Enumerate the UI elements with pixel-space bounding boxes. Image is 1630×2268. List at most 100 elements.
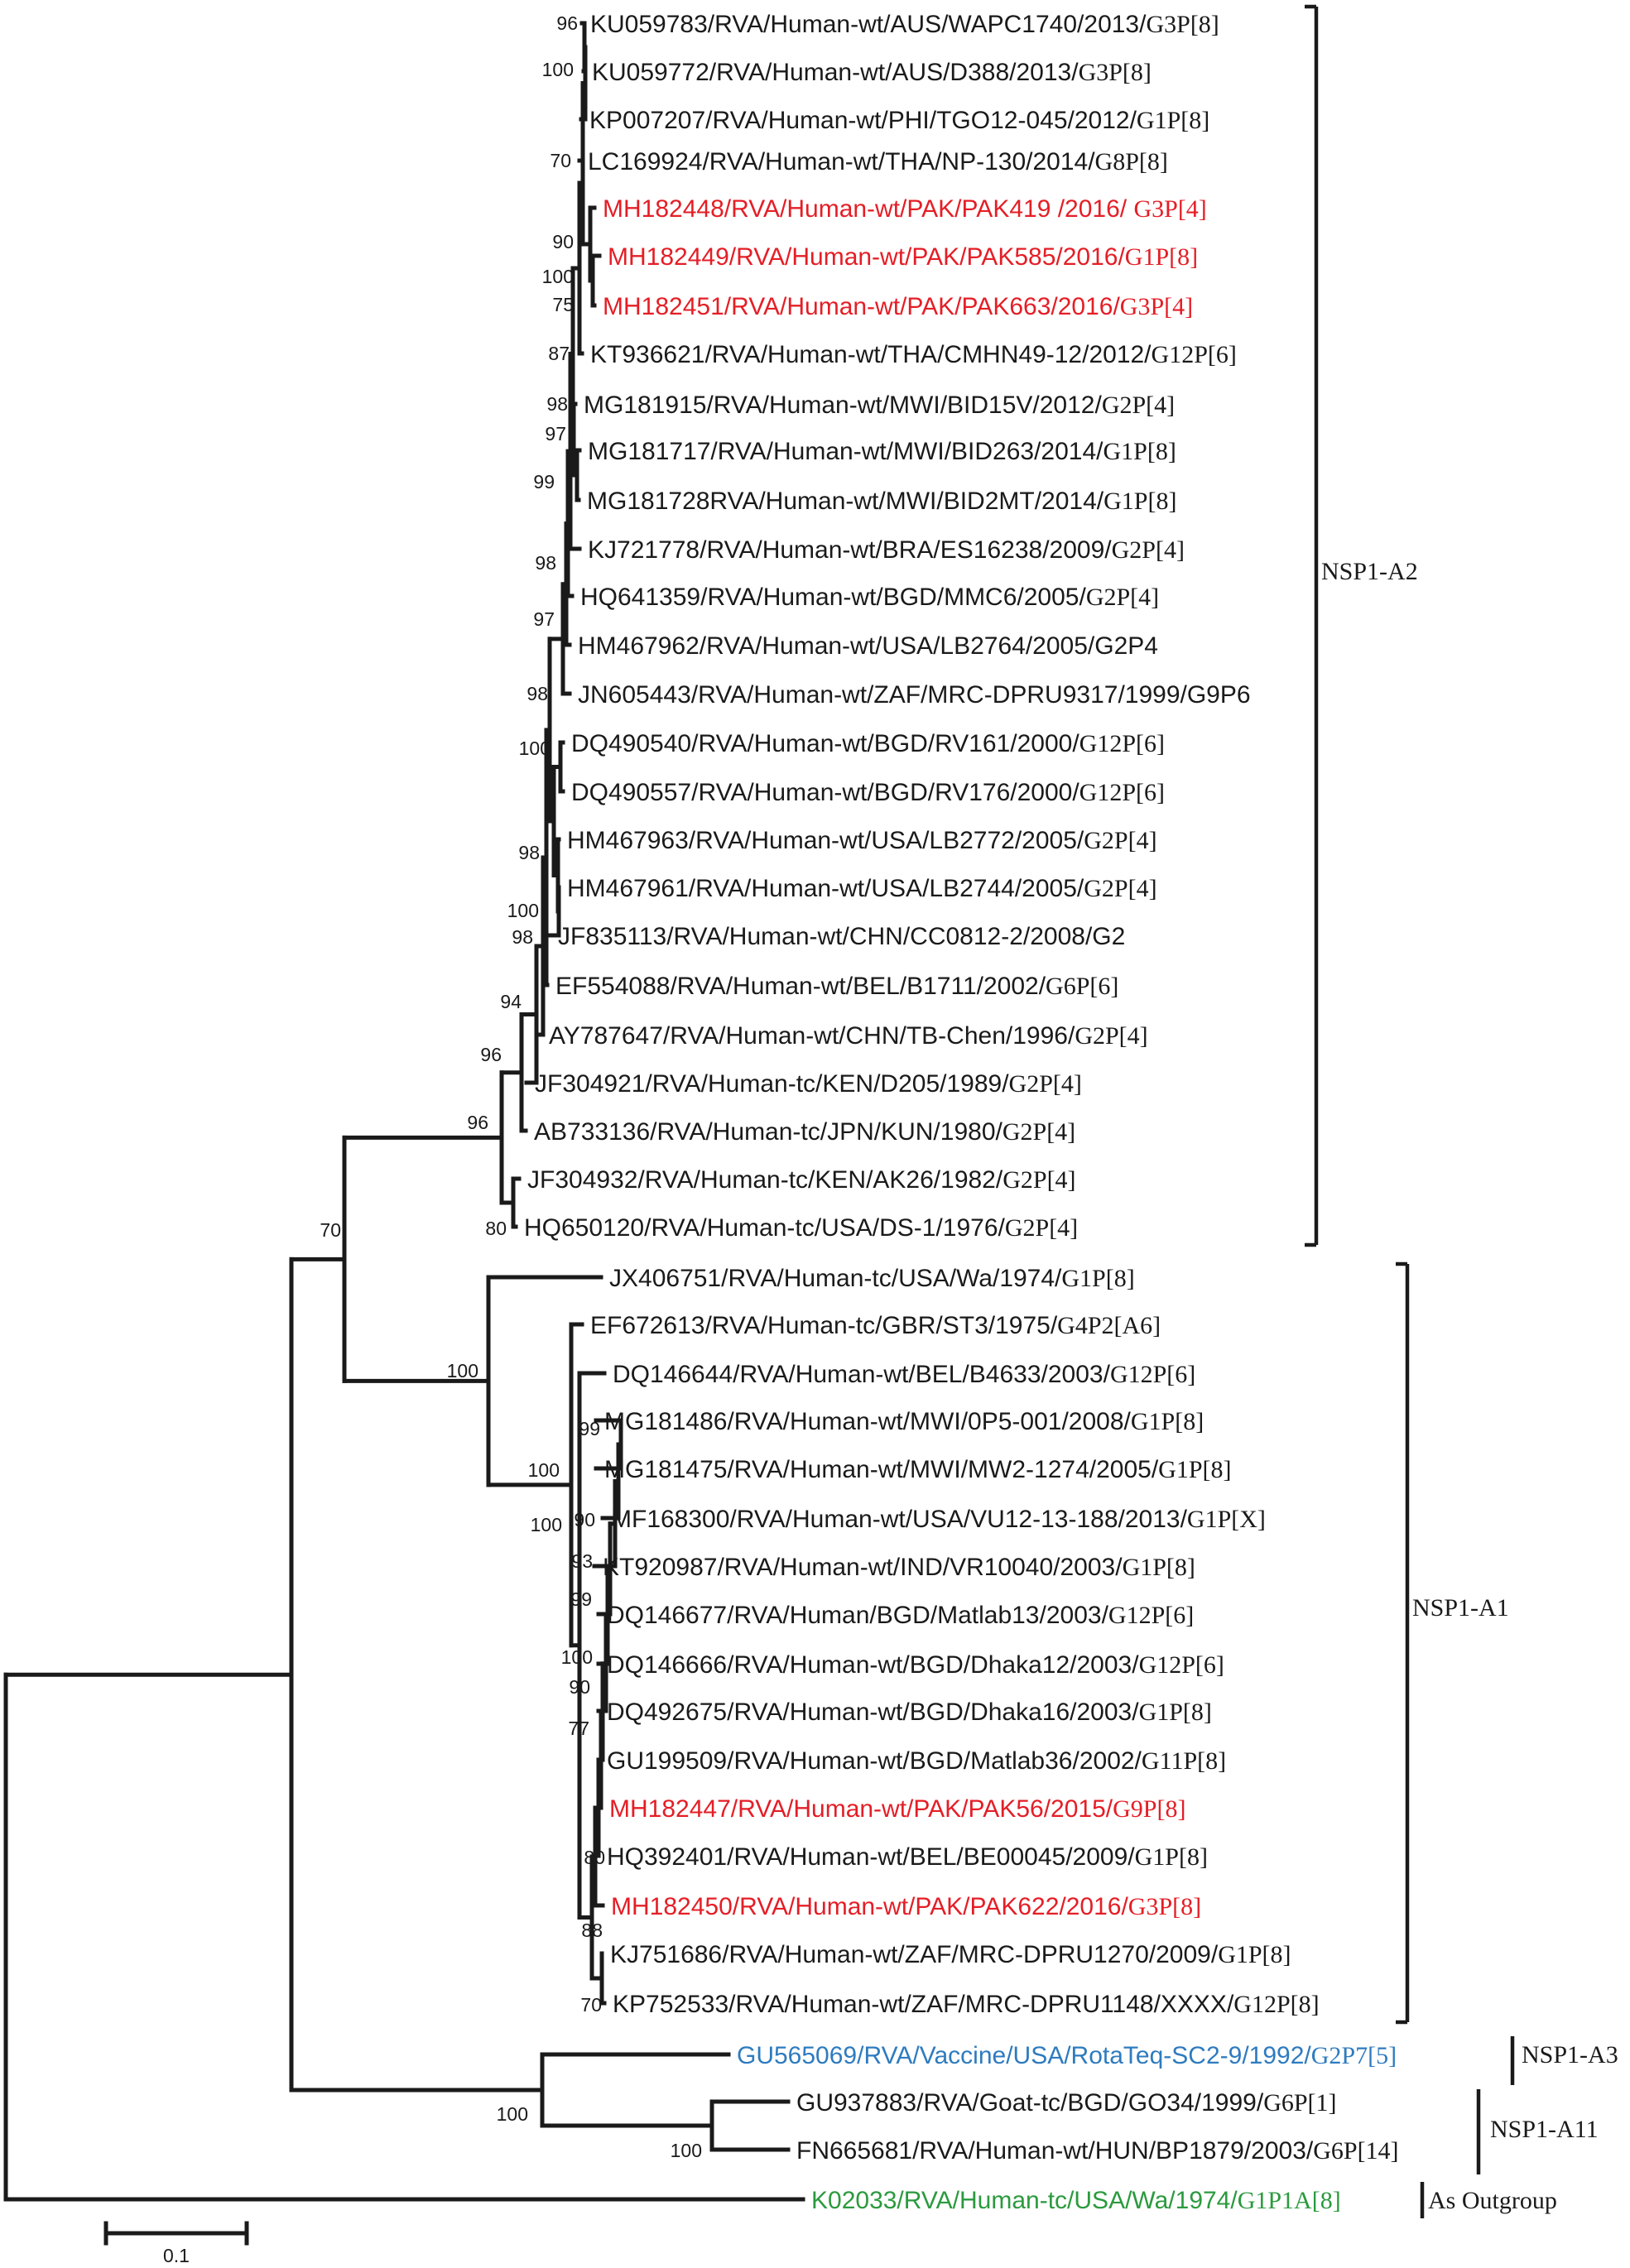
clade-label-a11: NSP1-A11 bbox=[1490, 2116, 1599, 2143]
taxon-genotype: G6P[14] bbox=[1313, 2137, 1398, 2165]
taxon-label: JX406751/RVA/Human-tc/USA/Wa/1974/G1P[8] bbox=[609, 1265, 1135, 1292]
clade-label-out: As Outgroup bbox=[1428, 2187, 1557, 2214]
taxon-name: JN605443/RVA/Human-wt/ZAF/MRC-DPRU9317/1… bbox=[578, 681, 1251, 709]
bootstrap-value: 99 bbox=[579, 1418, 600, 1439]
taxon-genotype: G9P[8] bbox=[1113, 1795, 1185, 1823]
bootstrap-value: 90 bbox=[569, 1676, 590, 1698]
taxon-label: GU565069/RVA/Vaccine/USA/RotaTeq-SC2-9/1… bbox=[737, 2042, 1397, 2069]
taxon-label: HM467961/RVA/Human-wt/USA/LB2744/2005/G2… bbox=[567, 875, 1157, 902]
taxon-name: DQ146644/RVA/Human-wt/BEL/B4633/2003/ bbox=[613, 1361, 1111, 1388]
taxon-label: DQ146644/RVA/Human-wt/BEL/B4633/2003/G12… bbox=[613, 1361, 1195, 1388]
taxon-genotype: G2P[4] bbox=[1003, 1118, 1075, 1146]
taxon-name: DQ490557/RVA/Human-wt/BGD/RV176/2000/ bbox=[571, 779, 1079, 806]
bootstrap-value: 98 bbox=[546, 393, 568, 415]
bootstrap-value: 90 bbox=[574, 1509, 595, 1530]
taxon-name: HM467961/RVA/Human-wt/USA/LB2744/2005/ bbox=[567, 875, 1084, 902]
taxon-label: KP007207/RVA/Human-wt/PHI/TGO12-045/2012… bbox=[589, 107, 1209, 134]
taxon-genotype: G3P[4] bbox=[1133, 195, 1206, 223]
taxon-name: FN665681/RVA/Human-wt/HUN/BP1879/2003/ bbox=[796, 2137, 1314, 2165]
taxon-labels: KU059783/RVA/Human-wt/AUS/WAPC1740/2013/… bbox=[524, 11, 1399, 2214]
taxon-label: MG181728RVA/Human-wt/MWI/BID2MT/2014/G1P… bbox=[587, 488, 1176, 515]
taxon-genotype: G1P[8] bbox=[1135, 1843, 1208, 1871]
taxon-genotype: G1P[8] bbox=[1158, 1456, 1231, 1483]
taxon-name: LC169924/RVA/Human-wt/THA/NP-130/2014/ bbox=[588, 148, 1095, 175]
taxon-genotype: G1P[8] bbox=[1103, 488, 1176, 515]
taxon-name: KT920987/RVA/Human-wt/IND/VR10040/2003/ bbox=[603, 1554, 1123, 1581]
taxon-name: JF835113/RVA/Human-wt/CHN/CC0812-2/2008/… bbox=[558, 923, 1125, 950]
taxon-label: KU059772/RVA/Human-wt/AUS/D388/2013/G3P[… bbox=[592, 59, 1152, 86]
taxon-name: DQ146666/RVA/Human-wt/BGD/Dhaka12/2003/ bbox=[607, 1651, 1139, 1679]
clade-labels: NSP1-A2 NSP1-A1 NSP1-A3 NSP1-A11 As Outgroup bbox=[1321, 558, 1618, 2214]
bootstrap-value: 98 bbox=[512, 926, 533, 948]
taxon-label: HM467963/RVA/Human-wt/USA/LB2772/2005/G2… bbox=[567, 827, 1157, 854]
taxon-label: KP752533/RVA/Human-wt/ZAF/MRC-DPRU1148/X… bbox=[613, 1991, 1320, 2018]
clade-brackets bbox=[1305, 4, 1515, 2218]
bootstrap-value: 94 bbox=[500, 991, 522, 1012]
bootstrap-value: 97 bbox=[545, 423, 566, 444]
taxon-genotype: G2P[4] bbox=[1075, 1022, 1147, 1050]
taxon-genotype: G12P[6] bbox=[1152, 341, 1237, 368]
scale-bar-label: 0.1 bbox=[163, 2245, 190, 2266]
taxon-genotype: G1P[8] bbox=[1218, 1941, 1291, 1968]
taxon-genotype: G8P[8] bbox=[1095, 148, 1168, 175]
taxon-label: DQ146677/RVA/Human/BGD/Matlab13/2003/G12… bbox=[607, 1602, 1194, 1629]
taxon-label: DQ492675/RVA/Human-wt/BGD/Dhaka16/2003/G… bbox=[607, 1699, 1212, 1726]
taxon-name: MG181915/RVA/Human-wt/MWI/BID15V/2012/ bbox=[584, 392, 1102, 419]
taxon-genotype: G12P[6] bbox=[1079, 779, 1165, 806]
taxon-name: AY787647/RVA/Human-wt/CHN/TB-Chen/1996/ bbox=[549, 1022, 1075, 1050]
taxon-label: LC169924/RVA/Human-wt/THA/NP-130/2014/G8… bbox=[588, 148, 1168, 175]
taxon-name: HQ641359/RVA/Human-wt/BGD/MMC6/2005/ bbox=[580, 584, 1086, 611]
bootstrap-value: 96 bbox=[556, 12, 578, 34]
taxon-label: MH182450/RVA/Human-wt/PAK/PAK622/2016/G3… bbox=[611, 1893, 1201, 1920]
bootstrap-value: 70 bbox=[550, 150, 571, 171]
taxon-name: MG181486/RVA/Human-wt/MWI/0P5-001/2008/ bbox=[604, 1408, 1132, 1435]
bootstrap-value: 100 bbox=[671, 2140, 702, 2161]
taxon-genotype: G2P[4] bbox=[1102, 392, 1175, 419]
taxon-label: HM467962/RVA/Human-wt/USA/LB2764/2005/G2… bbox=[578, 632, 1158, 660]
taxon-name: KU059783/RVA/Human-wt/AUS/WAPC1740/2013/ bbox=[590, 11, 1147, 38]
taxon-label: JF835113/RVA/Human-wt/CHN/CC0812-2/2008/… bbox=[558, 923, 1125, 950]
taxon-label: KJ721778/RVA/Human-wt/BRA/ES16238/2009/G… bbox=[588, 536, 1185, 564]
bootstrap-value: 100 bbox=[507, 900, 539, 921]
taxon-genotype: G12P[6] bbox=[1108, 1602, 1194, 1629]
taxon-genotype: G1P[8] bbox=[1123, 1554, 1195, 1581]
taxon-name: MH182450/RVA/Human-wt/PAK/PAK622/2016/ bbox=[611, 1893, 1128, 1920]
taxon-label: HQ392401/RVA/Human-wt/BEL/BE00045/2009/G… bbox=[607, 1843, 1208, 1871]
taxon-label: DQ146666/RVA/Human-wt/BGD/Dhaka12/2003/G… bbox=[607, 1651, 1224, 1679]
taxon-name: HQ650120/RVA/Human-tc/USA/DS-1/1976/ bbox=[524, 1214, 1006, 1242]
taxon-genotype: G1P[8] bbox=[1103, 438, 1176, 465]
taxon-label: MG181486/RVA/Human-wt/MWI/0P5-001/2008/G… bbox=[604, 1408, 1204, 1435]
taxon-genotype: G12P[6] bbox=[1139, 1651, 1224, 1679]
taxon-genotype: G1P[8] bbox=[1131, 1408, 1204, 1435]
taxon-name: K02033/RVA/Human-tc/USA/Wa/1974/ bbox=[811, 2187, 1238, 2214]
taxon-genotype: G1P1A[8] bbox=[1238, 2187, 1341, 2214]
taxon-label: MF168300/RVA/Human-wt/USA/VU12-13-188/20… bbox=[611, 1506, 1266, 1533]
taxon-label: DQ490540/RVA/Human-wt/BGD/RV161/2000/G12… bbox=[571, 730, 1165, 757]
taxon-name: MG181728RVA/Human-wt/MWI/BID2MT/2014/ bbox=[587, 488, 1104, 515]
taxon-label: K02033/RVA/Human-tc/USA/Wa/1974/G1P1A[8] bbox=[811, 2187, 1341, 2214]
taxon-label: MG181475/RVA/Human-wt/MWI/MW2-1274/2005/… bbox=[604, 1456, 1232, 1483]
bootstrap-value: 98 bbox=[527, 683, 548, 704]
taxon-name: MG181717/RVA/Human-wt/MWI/BID263/2014/ bbox=[588, 438, 1103, 465]
taxon-label: EF554088/RVA/Human-wt/BEL/B1711/2002/G6P… bbox=[555, 973, 1118, 1000]
bootstrap-value: 75 bbox=[552, 294, 574, 315]
bootstrap-value: 100 bbox=[528, 1459, 560, 1481]
bootstrap-value: 70 bbox=[580, 1994, 602, 2016]
taxon-genotype: G1P[X] bbox=[1187, 1506, 1266, 1533]
clade-label-a2: NSP1-A2 bbox=[1321, 558, 1418, 585]
taxon-genotype: G2P[4] bbox=[1003, 1166, 1075, 1194]
taxon-label: HQ641359/RVA/Human-wt/BGD/MMC6/2005/G2P[… bbox=[580, 584, 1159, 611]
taxon-name: DQ492675/RVA/Human-wt/BGD/Dhaka16/2003/ bbox=[607, 1699, 1139, 1726]
taxon-genotype: G3P[8] bbox=[1128, 1893, 1201, 1920]
taxon-genotype: G2P[4] bbox=[1009, 1070, 1082, 1098]
taxon-name: KJ721778/RVA/Human-wt/BRA/ES16238/2009/ bbox=[588, 536, 1112, 564]
taxon-genotype: G1P[8] bbox=[1061, 1265, 1134, 1292]
bootstrap-value: 99 bbox=[570, 1588, 592, 1610]
taxon-name: JX406751/RVA/Human-tc/USA/Wa/1974/ bbox=[609, 1265, 1062, 1292]
taxon-label: JF304921/RVA/Human-tc/KEN/D205/1989/G2P[… bbox=[535, 1070, 1082, 1098]
taxon-genotype: G2P[4] bbox=[1112, 536, 1185, 564]
taxon-label: MH182447/RVA/Human-wt/PAK/PAK56/2015/G9P… bbox=[609, 1795, 1185, 1823]
bootstrap-value: 100 bbox=[561, 1646, 593, 1668]
taxon-name: MH182448/RVA/Human-wt/PAK/PAK419 /2016/ bbox=[603, 195, 1133, 223]
